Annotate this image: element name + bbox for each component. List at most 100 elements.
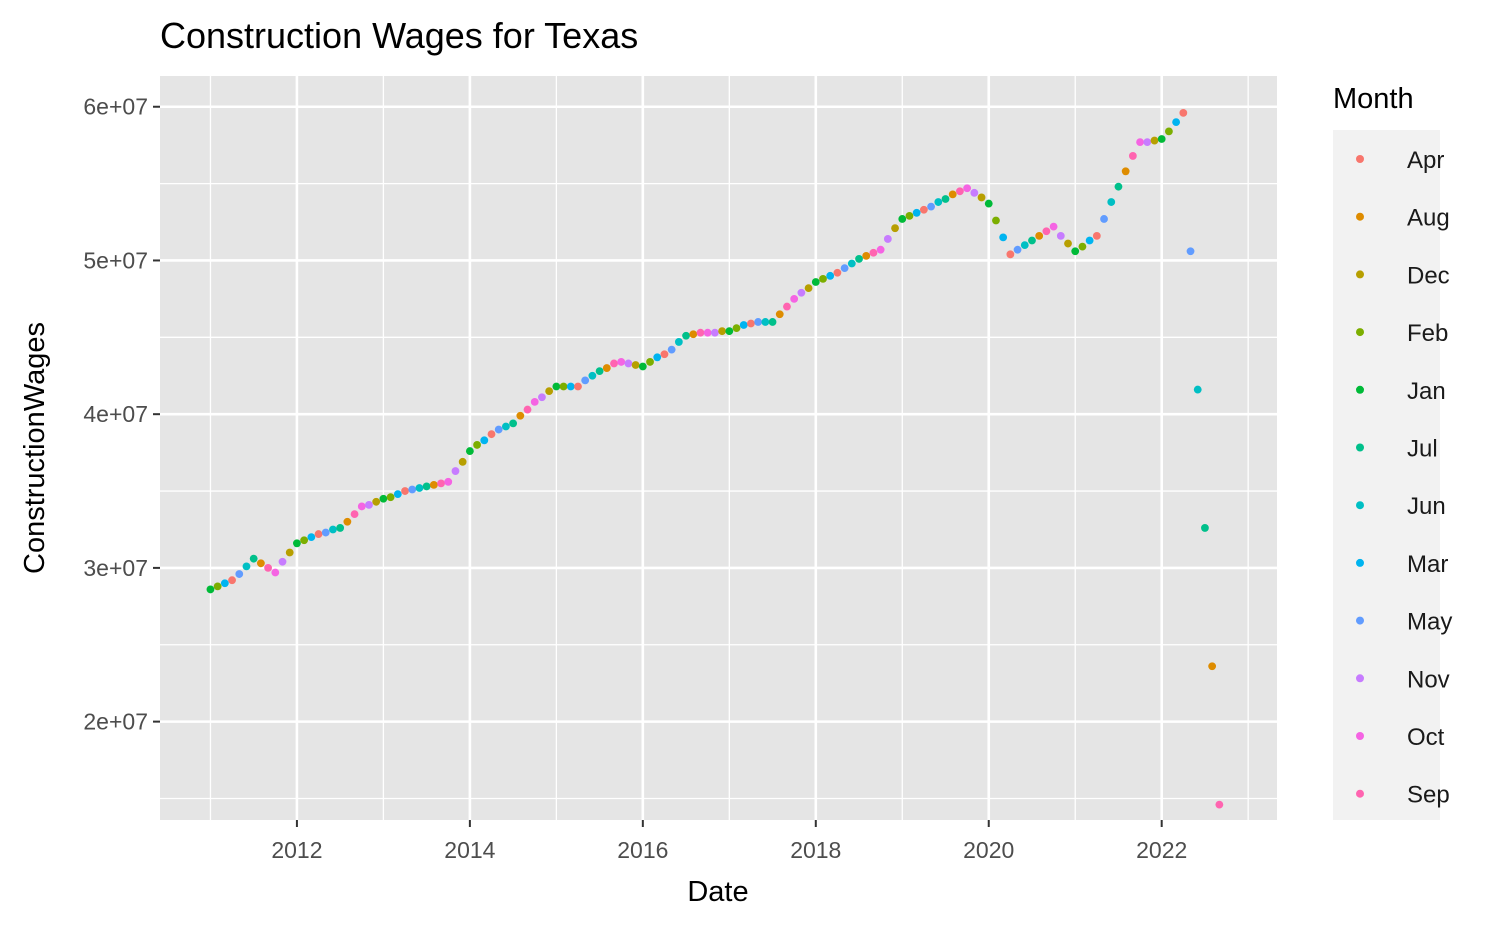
data-point [386, 493, 395, 502]
data-point [523, 405, 532, 414]
data-point [1020, 241, 1029, 249]
legend-label-jun: Jun [1407, 493, 1446, 520]
data-point [451, 467, 460, 475]
data-point [1143, 138, 1152, 146]
data-point [1085, 236, 1094, 245]
data-point [948, 190, 957, 199]
data-point [934, 198, 943, 206]
y-tick-label: 6e+07 [83, 94, 148, 120]
data-point [804, 284, 813, 293]
data-point [797, 288, 806, 297]
data-point [545, 387, 554, 396]
data-point [264, 564, 272, 572]
data-point [581, 376, 590, 385]
data-point [682, 331, 690, 340]
data-point [1150, 136, 1159, 145]
data-point [1128, 152, 1137, 160]
legend-key-apr [1356, 155, 1364, 163]
data-point [732, 324, 741, 332]
data-point [444, 477, 453, 486]
data-point [220, 579, 229, 588]
data-point [646, 358, 654, 366]
legend-label-aug: Aug [1407, 205, 1450, 232]
data-point [1208, 662, 1217, 671]
legend-title: Month [1333, 83, 1414, 115]
data-point [278, 557, 287, 566]
data-point [588, 371, 597, 380]
data-point [1013, 245, 1022, 254]
data-point [1035, 231, 1044, 240]
data-point [1107, 198, 1116, 206]
data-point [552, 382, 561, 391]
data-point [350, 510, 359, 518]
data-point [1186, 247, 1195, 256]
data-point [228, 576, 236, 585]
legend-key-sep [1356, 789, 1364, 798]
legend-key-aug [1356, 212, 1364, 221]
data-point [516, 411, 525, 420]
data-point [502, 422, 510, 431]
data-point [379, 494, 388, 503]
legend-key-background [1333, 130, 1440, 820]
data-point [747, 319, 755, 328]
data-point [775, 310, 784, 319]
data-point [653, 353, 662, 362]
data-point [1006, 250, 1015, 259]
data-point [826, 271, 835, 280]
data-point [617, 358, 626, 366]
y-axis: 2e+07 3e+07 4e+07 5e+07 6e+07 [83, 94, 160, 735]
data-point [314, 530, 323, 538]
legend-key-may [1356, 616, 1364, 625]
data-point [415, 484, 424, 492]
data-point [905, 211, 914, 220]
data-point [595, 367, 604, 376]
data-point [970, 188, 979, 197]
data-point [1179, 108, 1188, 117]
data-point [862, 251, 871, 260]
data-point [660, 350, 669, 359]
points [206, 108, 1224, 809]
data-point [761, 318, 770, 326]
data-point [977, 193, 986, 202]
legend-label-may: May [1407, 609, 1452, 636]
data-point [393, 490, 402, 499]
data-point [365, 500, 373, 509]
data-point [1100, 215, 1108, 223]
data-point [357, 502, 366, 511]
data-point [624, 359, 633, 368]
data-point [869, 248, 878, 257]
data-point [696, 328, 705, 337]
data-point [574, 382, 582, 391]
x-tick-label: 2016 [617, 837, 668, 863]
data-point [992, 216, 1000, 225]
data-point [1136, 138, 1144, 146]
data-point [768, 318, 777, 326]
legend-items: Apr Aug Dec Feb Jan Jul Jun Mar May Nov Oct Sep [1356, 147, 1452, 809]
data-point [847, 259, 856, 268]
data-point [783, 302, 791, 311]
x-axis: 2012 2014 2016 2018 2020 2022 [271, 820, 1187, 863]
data-point [458, 457, 467, 466]
chart-title: Construction Wages for Texas [160, 15, 638, 56]
data-point [610, 359, 618, 368]
data-point [1071, 247, 1080, 256]
data-point [213, 582, 222, 591]
data-point [1172, 118, 1181, 127]
data-point [293, 539, 301, 548]
data-point [271, 568, 280, 577]
data-point [372, 497, 381, 506]
data-point [1092, 231, 1101, 240]
data-point [1042, 227, 1051, 236]
data-point [703, 328, 712, 337]
y-tick-label: 5e+07 [83, 247, 148, 273]
data-point [941, 195, 950, 203]
data-point [235, 570, 244, 578]
y-tick-label: 3e+07 [83, 555, 148, 581]
data-point [790, 294, 799, 303]
data-point [1157, 135, 1166, 143]
data-point [321, 528, 330, 537]
data-point [509, 419, 518, 428]
data-point [883, 235, 892, 243]
data-point [422, 482, 431, 491]
